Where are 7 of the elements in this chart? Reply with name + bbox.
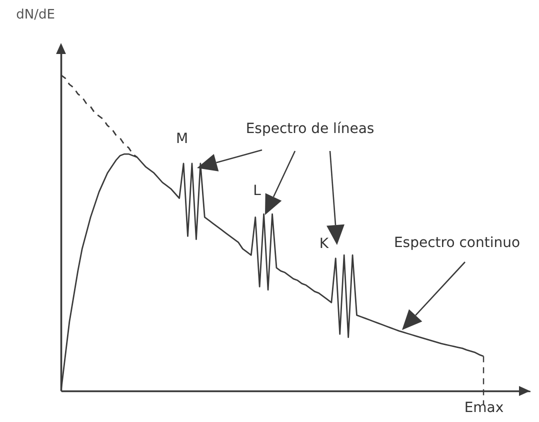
annotation: M (176, 131, 188, 147)
annotation: L (253, 183, 262, 199)
annotation: K (319, 236, 330, 252)
annotation: Espectro de líneas (246, 121, 374, 137)
annotation: Espectro continuo (394, 235, 520, 251)
y-axis-title: dN/dE (16, 8, 55, 22)
text: Emax (464, 400, 504, 416)
